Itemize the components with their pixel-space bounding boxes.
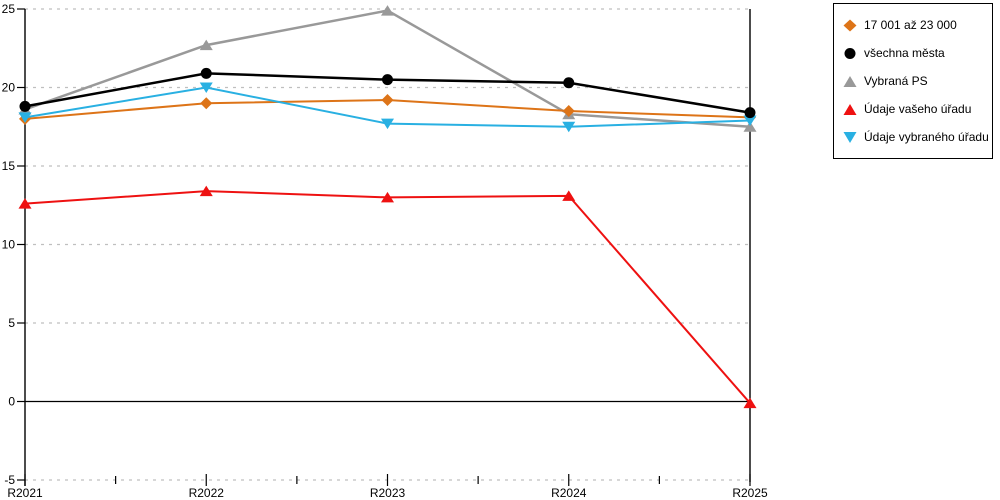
triangle-down-icon	[843, 131, 857, 143]
legend-item-label: Vybraná PS	[864, 74, 928, 88]
data-point	[743, 115, 757, 126]
diamond-icon	[843, 19, 857, 31]
data-point	[381, 5, 394, 16]
legend-item-label: Údaje vašeho úřadu	[864, 102, 972, 116]
x-tick-label: R2022	[189, 486, 225, 500]
data-point	[381, 118, 394, 130]
data-point	[200, 67, 212, 79]
triangle-up-glyph	[843, 75, 857, 87]
data-point	[18, 198, 32, 209]
data-point	[743, 121, 757, 132]
y-tick-label: 5	[8, 316, 15, 330]
legend-item: Údaje vašeho úřadu	[843, 95, 986, 123]
data-point	[200, 97, 213, 110]
triangle-up-icon	[843, 103, 857, 115]
triangle-up-glyph	[843, 103, 857, 115]
legend-item: Údaje vybraného úřadu	[843, 123, 989, 151]
legend-item-label: všechna města	[864, 46, 945, 60]
x-tick-label: R2024	[551, 486, 587, 500]
x-tick-label: R2021	[7, 486, 43, 500]
data-point	[382, 74, 393, 86]
legend-item: Vybraná PS	[843, 67, 986, 95]
data-point	[562, 121, 576, 133]
data-point	[562, 105, 575, 118]
data-point	[743, 397, 757, 409]
data-point	[199, 39, 213, 51]
diamond-glyph	[843, 19, 857, 31]
data-point	[563, 77, 575, 89]
series-4	[18, 82, 757, 133]
data-point	[199, 185, 213, 197]
y-tick-label: 0	[8, 395, 15, 409]
y-tick-label: 25	[2, 2, 16, 16]
data-point	[744, 107, 756, 119]
triangle-down-glyph	[843, 131, 857, 143]
legend-item-label: Údaje vybraného úřadu	[864, 130, 989, 144]
x-tick-label: R2025	[732, 486, 768, 500]
triangle-up-icon	[843, 75, 857, 87]
data-point	[381, 191, 394, 203]
y-tick-label: -5	[4, 473, 15, 487]
y-tick-label: 20	[2, 81, 16, 95]
series-1	[19, 67, 756, 119]
data-point	[18, 112, 32, 123]
legend-item: 17 001 až 23 000	[843, 11, 986, 39]
y-tick-label: 10	[2, 238, 16, 252]
data-point	[562, 190, 576, 201]
series-3	[18, 185, 757, 409]
y-tick-label: 15	[2, 159, 16, 173]
data-point	[381, 94, 394, 107]
data-point	[199, 82, 213, 93]
legend: 17 001 až 23 000 všechna města Vybraná PS Ú…	[833, 3, 993, 159]
series-line	[24, 190, 751, 404]
legend-item: všechna města	[843, 39, 986, 67]
circle-icon	[844, 47, 856, 59]
data-point	[19, 100, 31, 112]
circle-glyph	[844, 47, 856, 59]
x-tick-label: R2023	[370, 486, 406, 500]
legend-item-label: 17 001 až 23 000	[864, 18, 957, 32]
